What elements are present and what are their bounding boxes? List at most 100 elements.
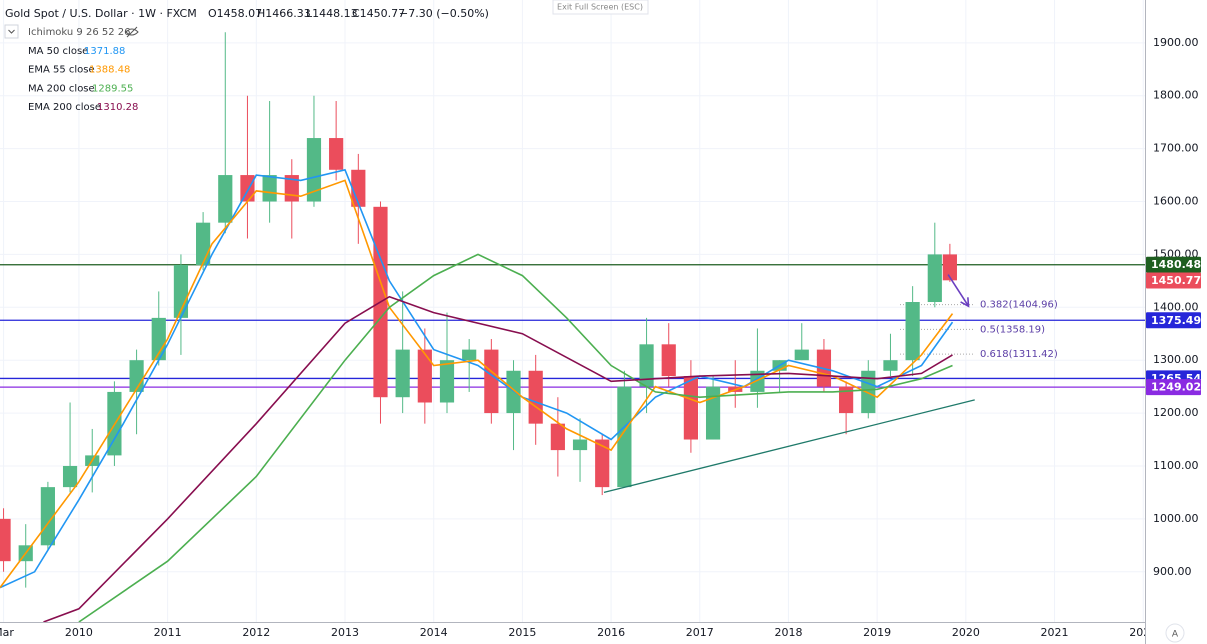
x-tick-label: 2011 (154, 626, 182, 639)
legend-name: EMA 55 close (28, 65, 95, 76)
x-tick-label: 2018 (774, 626, 802, 639)
ma-line (0, 168, 954, 589)
hide-icon[interactable] (125, 26, 139, 38)
legend-value: 1310.28 (97, 102, 138, 113)
x-tick-label: 2013 (331, 626, 359, 639)
candle-body (151, 317, 166, 361)
y-tick-label: 1400.00 (1153, 300, 1199, 313)
price-tag-label: 1450.77 (1151, 274, 1201, 287)
candle-body (351, 169, 366, 207)
x-tick-label: 2019 (863, 626, 891, 639)
candle-body (40, 487, 55, 546)
y-tick-label: 1700.00 (1153, 142, 1199, 155)
x-axis: Mar 2010 2011 2012 2013 2014 2015 2016 2017 2018 2… (0, 626, 1157, 639)
price-tag-label: 1480.48 (1151, 258, 1201, 271)
header-close: C1450.77 (352, 7, 405, 20)
price-tag-label: 1375.49 (1151, 314, 1201, 327)
legend-value: 1388.48 (89, 65, 130, 76)
legend-name: MA 50 close (28, 46, 88, 57)
candle-body (617, 386, 632, 488)
y-tick-label: 1200.00 (1153, 406, 1199, 419)
candle-body (306, 138, 322, 202)
plot-area: 0.382(1404.96) 0.5(1358.19) 0.618(1311.42) (0, 0, 1145, 622)
ma-line (0, 179, 954, 589)
x-tick-label: 2014 (420, 626, 448, 639)
collapse-button[interactable] (4, 24, 19, 39)
ma-line (43, 295, 953, 622)
y-tick-label: 1900.00 (1153, 36, 1199, 49)
auto-button[interactable] (1165, 623, 1185, 643)
chevron (8, 29, 15, 34)
auto-label[interactable]: A (1172, 630, 1179, 640)
x-tick-label: 2021 (1041, 626, 1069, 639)
x-tick-label: Mar (0, 626, 14, 639)
x-tick-label: 2015 (508, 626, 536, 639)
candle-body (794, 349, 809, 361)
y-tick-label: 1300.00 (1153, 353, 1199, 366)
ichimoku-label: Ichimoku 9 26 52 26 (28, 27, 131, 38)
x-tick-label: 2016 (597, 626, 625, 639)
x-tick-label: 2017 (686, 626, 714, 639)
candle-body (528, 370, 543, 424)
fib-label: 0.382(1404.96) (980, 300, 1058, 311)
candle-body (329, 138, 344, 170)
ma-line (78, 253, 953, 622)
candle-body (595, 439, 610, 488)
legend-name: MA 200 close (28, 83, 95, 94)
candle-body (572, 439, 588, 451)
x-tick-label: 2010 (65, 626, 93, 639)
candle-body (705, 386, 721, 440)
y-tick-label: 1100.00 (1153, 459, 1199, 472)
candle-body (839, 386, 854, 414)
fib-label: 0.618(1311.42) (980, 349, 1058, 360)
candle-body (196, 222, 211, 265)
header-open: O1458.07 (208, 7, 262, 20)
candle-body (417, 349, 432, 403)
header-change: −7.30 (−0.50%) (399, 7, 489, 20)
price-tag (1146, 312, 1201, 329)
exit-button[interactable] (552, 0, 649, 15)
candle-body (262, 175, 277, 202)
candle-body (62, 465, 78, 488)
legend-value: 1371.88 (84, 46, 125, 57)
candle-body (942, 254, 957, 281)
y-tick-label: 1600.00 (1153, 195, 1199, 208)
candle-body (661, 344, 676, 377)
arrow (947, 274, 970, 307)
header-high: H1466.33 (257, 7, 311, 20)
candle-body (550, 423, 565, 451)
candle-body (905, 302, 920, 361)
price-tag (1146, 272, 1201, 289)
legend-name: EMA 200 close (28, 102, 101, 113)
candle-body (927, 254, 942, 303)
price-tag (1146, 256, 1201, 273)
y-tick-label: 900.00 (1153, 565, 1192, 578)
candle-body (639, 344, 654, 387)
fib-label: 0.5(1358.19) (980, 324, 1045, 335)
candle-body (240, 175, 255, 202)
candle-body (0, 518, 11, 562)
y-tick-label: 1000.00 (1153, 512, 1199, 525)
x-tick-label: 2020 (952, 626, 980, 639)
legend-value: 1289.55 (92, 83, 133, 94)
candle-body (506, 370, 521, 414)
candle-body (218, 175, 233, 223)
y-tick-label: 1800.00 (1153, 89, 1199, 102)
candle-body (683, 376, 698, 440)
price-tag (1146, 379, 1201, 396)
candle-body (883, 360, 898, 371)
x-tick-label: 2022 (1129, 626, 1157, 639)
trendline (603, 399, 975, 494)
x-tick-label: 2012 (242, 626, 270, 639)
arrow-head (960, 297, 970, 308)
candle-body (484, 349, 499, 414)
candle-body (129, 360, 144, 392)
candle-body (462, 349, 477, 361)
exit-label[interactable]: Exit Full Screen (ESC) (557, 3, 643, 12)
header-low: L1448.13 (306, 7, 358, 20)
candle-body (439, 360, 455, 403)
header-symbol: Gold Spot / U.S. Dollar · 1W · FXCM (5, 7, 197, 20)
candle-body (395, 349, 410, 398)
